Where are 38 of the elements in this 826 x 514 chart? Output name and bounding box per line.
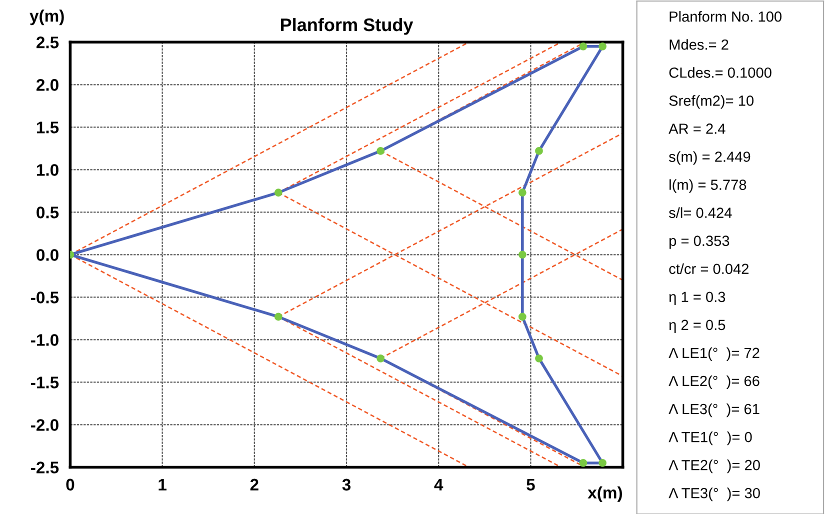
text: AR = 2.4 [668, 124, 726, 134]
text: ct/cr = 0.042 [669, 263, 749, 274]
text: Λ TE3(° )= 30 [668, 488, 760, 502]
text: Planform No. 100 [670, 11, 782, 22]
text: η 2 = 0.5 [669, 320, 726, 333]
text: Sref(m2)= 10 [669, 95, 754, 109]
text: Mdes.= 2 [670, 39, 728, 50]
y-tick-label: 1.5 [36, 122, 59, 134]
text: l(m) = 5.778 [670, 179, 746, 193]
y-tick-label: -2.0 [31, 419, 58, 431]
text: Λ TE2(° )= 20 [668, 460, 760, 474]
y-tick-label: 1.0 [36, 164, 58, 176]
x-tick-label: 0 [66, 478, 74, 491]
text: p = 0.353 [670, 236, 730, 249]
x-tick-label: 1 [158, 478, 166, 490]
y-tick-label: -2.5 [31, 462, 59, 474]
y-tick-label: 2.5 [36, 36, 59, 48]
text: η 1 = 0.3 [669, 292, 726, 305]
y-tick-label: 0.5 [36, 206, 59, 218]
y-tick-label: -0.5 [31, 292, 59, 304]
chart-title: Planform Study [281, 18, 414, 35]
y-tick-label: -1.0 [31, 334, 58, 346]
text: s/l= 0.424 [668, 207, 732, 218]
x-tick-label: 3 [342, 478, 351, 491]
y-tick-label: -1.5 [31, 376, 59, 388]
y-tick-label: 2.0 [36, 79, 58, 91]
text: Λ LE3(° )= 61 [668, 403, 760, 418]
text: CLdes.= 0.1000 [669, 67, 772, 78]
x-tick-label: 5 [526, 478, 535, 491]
x-axis-title: x(m) [588, 486, 622, 502]
y-axis-title: y(m) [30, 10, 64, 26]
text: s(m) = 2.449 [668, 151, 750, 165]
text: Λ TE1(° )= 0 [668, 432, 752, 446]
y-tick-label: 0.0 [36, 249, 58, 261]
text: Λ LE2(° )= 66 [668, 375, 760, 390]
text: Λ LE1(° )= 72 [668, 347, 760, 362]
x-tick-label: 4 [434, 478, 444, 490]
x-tick-label: 2 [250, 478, 258, 490]
